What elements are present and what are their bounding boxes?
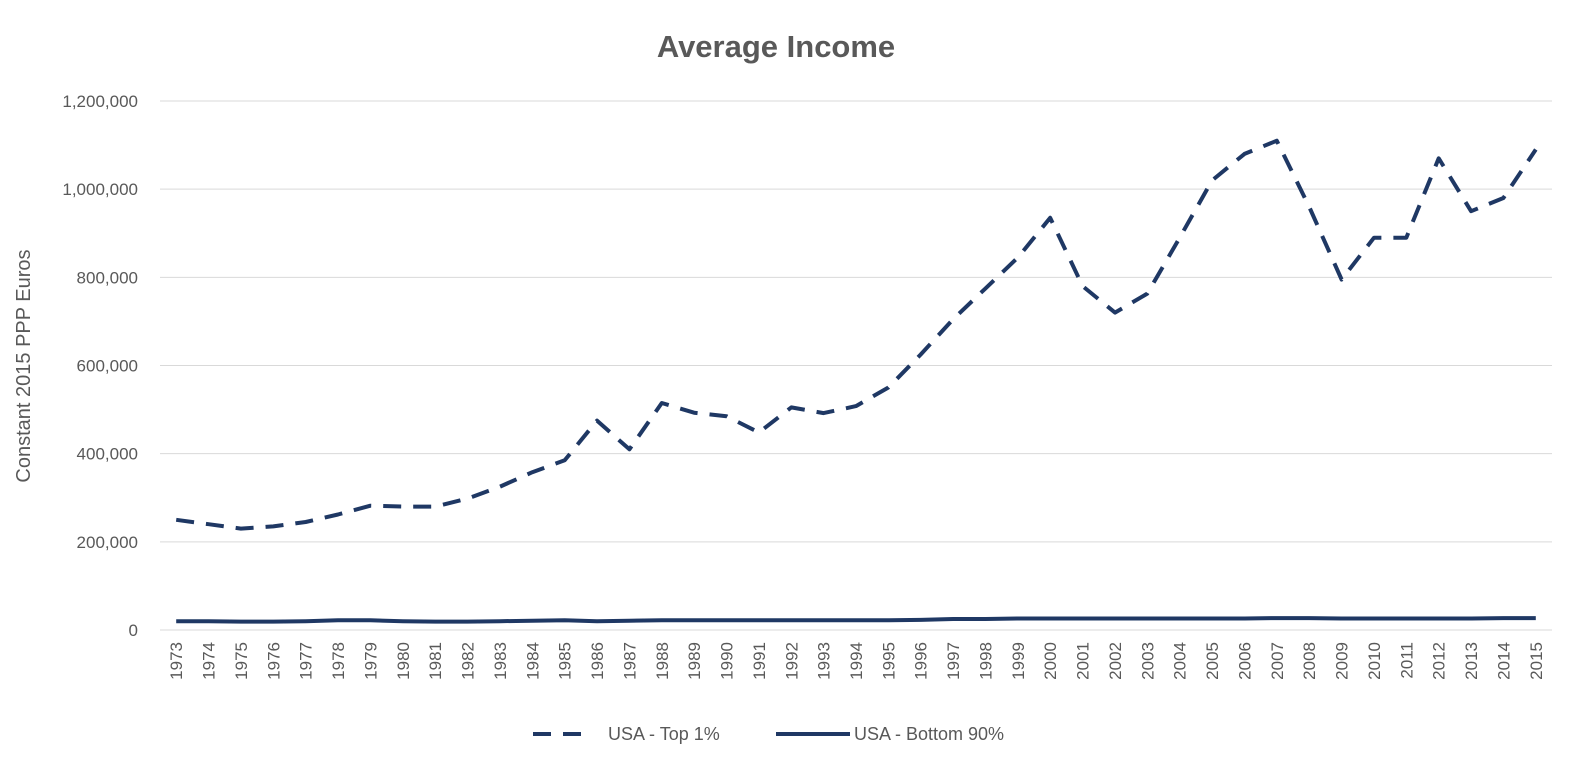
x-tick-label: 1981 bbox=[426, 642, 445, 680]
x-tick-label: 1985 bbox=[556, 642, 575, 680]
x-tick-label: 1982 bbox=[459, 642, 478, 680]
x-tick-label: 1988 bbox=[653, 642, 672, 680]
x-tick-label: 1983 bbox=[491, 642, 510, 680]
series-line-0 bbox=[175, 138, 1538, 531]
x-tick-label: 1976 bbox=[264, 642, 283, 680]
x-tick-label: 1978 bbox=[329, 642, 348, 680]
x-tick-label: 1987 bbox=[620, 642, 639, 680]
x-tick-label: 2009 bbox=[1333, 642, 1352, 680]
x-axis-ticks: 1973 1974 1975 1976 1977 1978 1979 1980 1981 1982… bbox=[167, 642, 1546, 680]
x-tick-label: 1989 bbox=[685, 642, 704, 680]
x-tick-label: 1984 bbox=[523, 642, 542, 680]
x-tick-label: 1986 bbox=[588, 642, 607, 680]
x-tick-label: 1995 bbox=[879, 642, 898, 680]
x-tick-label: 1998 bbox=[976, 642, 995, 680]
x-tick-label: 2001 bbox=[1074, 642, 1093, 680]
x-tick-label: 1997 bbox=[944, 642, 963, 680]
x-tick-label: 2006 bbox=[1235, 642, 1254, 680]
x-tick-label: 1979 bbox=[361, 642, 380, 680]
x-tick-label: 1992 bbox=[782, 642, 801, 680]
x-tick-label: 2000 bbox=[1041, 642, 1060, 680]
x-tick-label: 2007 bbox=[1268, 642, 1287, 680]
x-tick-label: 1990 bbox=[718, 642, 737, 680]
legend: USA - Top 1% USA - Bottom 90% bbox=[533, 724, 1004, 744]
y-tick-label: 600,000 bbox=[77, 357, 138, 376]
series-lines bbox=[175, 138, 1538, 624]
x-tick-label: 2004 bbox=[1171, 642, 1190, 680]
x-tick-label: 2012 bbox=[1430, 642, 1449, 680]
series-line-1 bbox=[176, 616, 1536, 624]
y-axis-label: Constant 2015 PPP Euros bbox=[13, 249, 35, 482]
x-tick-label: 1991 bbox=[750, 642, 769, 680]
x-tick-label: 1977 bbox=[297, 642, 316, 680]
x-tick-label: 2014 bbox=[1494, 642, 1513, 680]
legend-label-top-1: USA - Top 1% bbox=[608, 724, 720, 744]
x-tick-label: 1994 bbox=[847, 642, 866, 680]
x-tick-label: 2011 bbox=[1397, 642, 1416, 679]
gridlines bbox=[160, 100, 1552, 631]
x-tick-label: 2015 bbox=[1527, 642, 1546, 680]
x-tick-label: 1980 bbox=[394, 642, 413, 680]
chart-title: Average Income bbox=[657, 29, 895, 64]
x-tick-label: 1975 bbox=[232, 642, 251, 680]
y-tick-label: 0 bbox=[129, 621, 138, 640]
x-tick-label: 2003 bbox=[1138, 642, 1157, 680]
legend-label-bottom-90: USA - Bottom 90% bbox=[854, 724, 1004, 744]
x-tick-label: 1996 bbox=[912, 642, 931, 680]
y-tick-label: 200,000 bbox=[77, 533, 138, 552]
y-tick-label: 1,000,000 bbox=[62, 180, 138, 199]
x-tick-label: 2013 bbox=[1462, 642, 1481, 680]
x-tick-label: 1999 bbox=[1009, 642, 1028, 680]
x-tick-label: 2002 bbox=[1106, 642, 1125, 680]
y-axis-ticks: 0 200,000 400,000 600,000 800,000 1,000,000 1,… bbox=[62, 92, 138, 640]
x-tick-label: 1974 bbox=[200, 642, 219, 680]
x-tick-label: 2005 bbox=[1203, 642, 1222, 680]
x-tick-label: 1973 bbox=[167, 642, 186, 680]
y-tick-label: 400,000 bbox=[77, 445, 138, 464]
x-tick-label: 2008 bbox=[1300, 642, 1319, 680]
y-tick-label: 1,200,000 bbox=[62, 92, 138, 111]
x-tick-label: 1993 bbox=[815, 642, 834, 680]
x-tick-label: 2010 bbox=[1365, 642, 1384, 680]
y-tick-label: 800,000 bbox=[77, 268, 138, 287]
